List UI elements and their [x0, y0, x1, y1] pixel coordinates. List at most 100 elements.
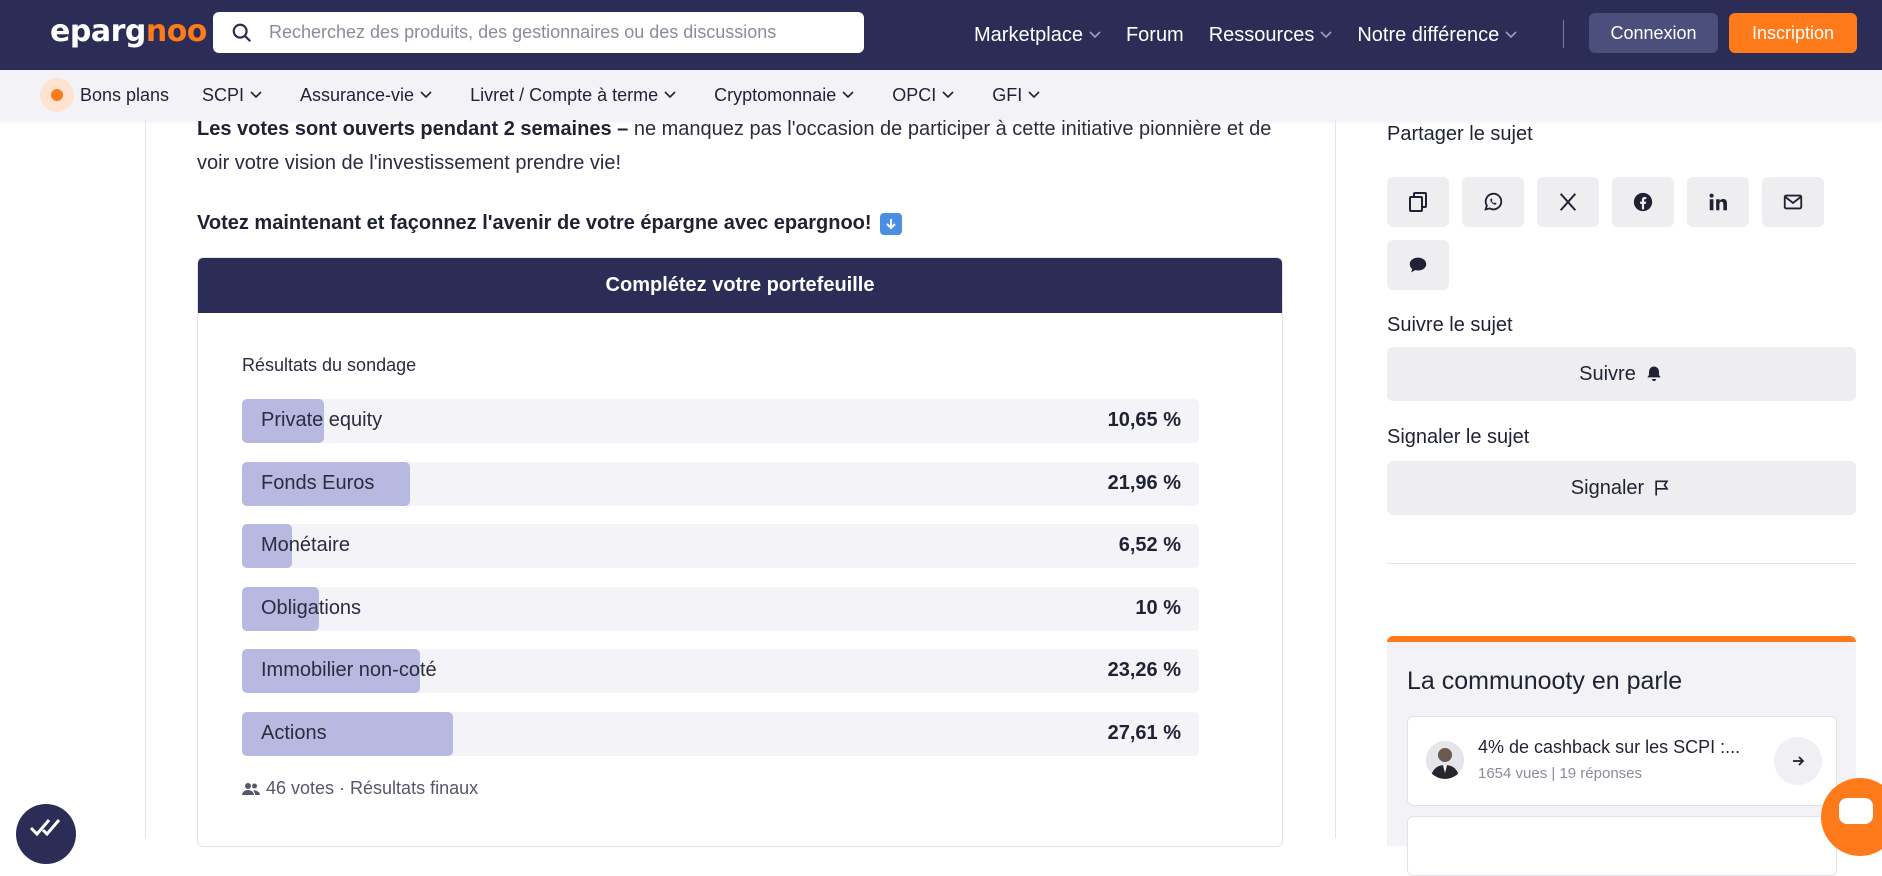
deals-dot-icon [40, 78, 74, 112]
share-x-button[interactable] [1537, 177, 1599, 227]
share-sms-button[interactable] [1387, 240, 1449, 290]
category-label: GFI [992, 84, 1023, 105]
linkedin-icon [1709, 193, 1727, 211]
chevron-down-icon [1028, 91, 1040, 99]
category-label: OPCI [892, 84, 937, 105]
users-icon [242, 782, 260, 795]
poll-option-label: Fonds Euros [261, 472, 375, 494]
nav-ressources[interactable]: Ressources [1209, 24, 1333, 47]
poll-option-bar [242, 587, 319, 631]
topic-open-button[interactable] [1774, 737, 1822, 785]
poll-option-percent: 6,52 % [1118, 534, 1181, 556]
chevron-down-icon [420, 91, 432, 99]
copy-icon [1409, 192, 1427, 212]
poll-footer-text: 46 votes · Résultats finaux [266, 778, 479, 798]
share-whatsapp-button[interactable] [1462, 177, 1524, 227]
poll-option: Fonds Euros 21,96 % [242, 462, 1199, 506]
content-border-right [1335, 120, 1336, 838]
category-opci[interactable]: OPCI [892, 85, 954, 106]
login-button[interactable]: Connexion [1589, 13, 1718, 53]
poll-option-label: Actions [261, 722, 327, 744]
share-copy-button[interactable] [1387, 177, 1449, 227]
category-livret[interactable]: Livret / Compte à terme [470, 85, 676, 106]
share-facebook-button[interactable] [1612, 177, 1674, 227]
whatsapp-icon [1484, 192, 1503, 211]
mail-icon [1783, 194, 1803, 210]
community-topic-card[interactable] [1407, 816, 1837, 876]
topic-meta: 1654 vues | 19 réponses [1478, 765, 1643, 782]
poll-option-label: Private equity [261, 409, 383, 431]
article-cta-text: Votez maintenant et façonnez l'avenir de… [197, 212, 872, 234]
logo-text-accent: noo [145, 14, 208, 49]
poll-option-percent: 21,96 % [1107, 472, 1181, 494]
nav-notre-difference[interactable]: Notre différence [1357, 24, 1517, 47]
share-linkedin-button[interactable] [1687, 177, 1749, 227]
top-navbar: epargnoo Marketplace Forum Ressources No… [0, 0, 1882, 70]
poll-subtitle: Résultats du sondage [242, 355, 417, 375]
poll-option-bar [242, 462, 410, 506]
poll-option: Actions 27,61 % [242, 712, 1199, 756]
category-assurance-vie[interactable]: Assurance-vie [300, 85, 432, 106]
poll-option: Immobilier non-coté 23,26 % [242, 649, 1199, 693]
follow-title: Suivre le sujet [1387, 314, 1513, 336]
poll-option-bar [242, 399, 324, 443]
sms-icon [1409, 257, 1427, 273]
share-mail-button[interactable] [1762, 177, 1824, 227]
poll-option-label: Immobilier non-coté [261, 659, 437, 681]
chevron-down-icon [942, 91, 954, 99]
quick-action-button[interactable] [16, 804, 76, 864]
arrow-right-icon [1793, 756, 1805, 766]
avatar [1426, 741, 1464, 779]
report-button[interactable]: Signaler [1387, 461, 1856, 515]
poll-option-bar [242, 649, 420, 693]
category-label: SCPI [202, 84, 245, 105]
poll-option-percent: 10,65 % [1107, 409, 1181, 431]
deals-link[interactable]: Bons plans [40, 78, 169, 112]
nav-label: Ressources [1208, 23, 1315, 46]
poll-option: Obligations 10 % [242, 587, 1199, 631]
search-input[interactable] [269, 22, 829, 43]
community-topic-card[interactable]: 4% de cashback sur les SCPI :... 1654 vu… [1407, 716, 1837, 806]
chevron-down-icon [250, 91, 262, 99]
follow-button-label: Suivre [1579, 362, 1636, 385]
poll-option-percent: 27,61 % [1107, 722, 1181, 744]
poll-footer: 46 votes · Résultats finaux [242, 778, 478, 799]
category-scpi[interactable]: SCPI [202, 85, 262, 106]
category-gfi[interactable]: GFI [992, 85, 1040, 106]
article-paragraph: Les votes sont ouverts pendant 2 semaine… [197, 112, 1287, 180]
logo[interactable]: epargnoo [50, 14, 207, 49]
poll-option-bar [242, 524, 292, 568]
signup-button[interactable]: Inscription [1729, 13, 1857, 53]
nav-label: Notre différence [1357, 23, 1500, 46]
x-icon [1559, 193, 1577, 211]
report-title: Signaler le sujet [1387, 426, 1530, 448]
search-icon [232, 23, 252, 42]
nav-divider [1563, 20, 1564, 48]
article-cta: Votez maintenant et façonnez l'avenir de… [197, 212, 902, 235]
chat-icon [1839, 798, 1873, 824]
double-check-icon [29, 819, 61, 836]
poll-option-label: Monétaire [261, 534, 350, 556]
chevron-down-icon [1505, 31, 1517, 39]
bell-icon [1647, 366, 1661, 382]
article-paragraph-bold: Les votes sont ouverts pendant 2 semaine… [197, 118, 629, 140]
poll-option: Monétaire 6,52 % [242, 524, 1199, 568]
nav-forum[interactable]: Forum [1126, 24, 1184, 47]
sidebar-divider [1387, 563, 1856, 564]
category-label: Cryptomonnaie [714, 84, 837, 105]
nav-label: Marketplace [974, 23, 1083, 46]
category-cryptomonnaie[interactable]: Cryptomonnaie [714, 85, 854, 106]
community-panel: La communooty en parle 4% de cashback su… [1387, 636, 1856, 876]
poll-option-label: Obligations [261, 597, 362, 619]
facebook-icon [1633, 192, 1653, 212]
chevron-down-icon [1089, 31, 1101, 39]
category-nav: Bons plans SCPI Assurance-vie Livret / C… [0, 70, 1882, 120]
report-button-label: Signaler [1570, 476, 1645, 499]
content-border-left [145, 120, 146, 838]
search-bar[interactable] [213, 12, 864, 53]
logo-text: eparg [50, 14, 146, 49]
poll-option-bar [242, 712, 453, 756]
flag-icon [1655, 480, 1669, 496]
nav-marketplace[interactable]: Marketplace [974, 24, 1101, 47]
follow-button[interactable]: Suivre [1387, 347, 1856, 401]
